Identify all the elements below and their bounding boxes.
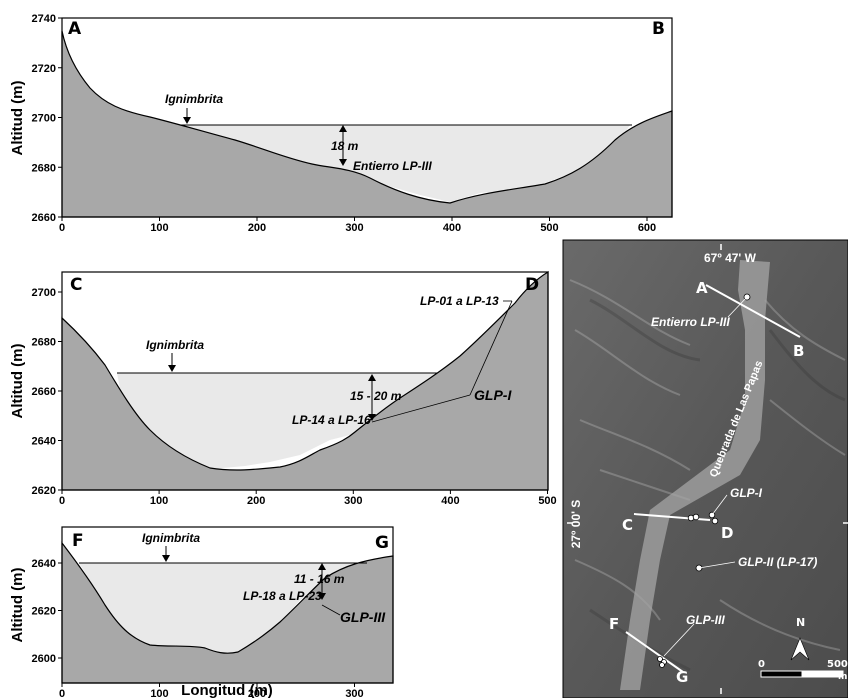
thickness-label-ab: 18 m <box>331 139 359 153</box>
label-f: F <box>72 531 84 551</box>
burial-label-ab: Entierro LP-III <box>353 159 432 173</box>
x-tick-label: 500 <box>540 222 558 234</box>
thickness-label-fg: 11 - 16 m <box>294 572 345 586</box>
y-tick-label: 2620 <box>32 606 56 618</box>
map-longitude: 67º 47' W <box>704 251 757 265</box>
y-tick-label: 2680 <box>32 162 56 174</box>
ignimbrite-label-cd: Ignimbrita <box>146 338 204 352</box>
x-tick-label: 200 <box>248 222 266 234</box>
map-site3: GLP-III <box>686 613 725 627</box>
scale-bar <box>760 670 844 678</box>
y-axis-title-fg: Altitud (m) <box>9 568 26 643</box>
profile-fg <box>61 526 394 684</box>
map-point-a: A <box>696 279 708 297</box>
y-tick-label: 2620 <box>32 485 56 497</box>
y-tick-label: 2640 <box>32 436 56 448</box>
ignimbrite-fill-fg <box>79 563 367 656</box>
y-tick-label: 2660 <box>32 212 56 224</box>
valley-river <box>620 260 770 690</box>
north-label: N <box>796 616 805 629</box>
label-a: A <box>68 19 82 39</box>
x-tick-label: 0 <box>59 495 65 507</box>
y-tick-label: 2660 <box>32 386 56 398</box>
terrain-cd <box>61 270 549 491</box>
x-tick-label: 400 <box>443 222 461 234</box>
marker-glp3-c <box>659 662 665 668</box>
x-tick-label: 0 <box>59 688 65 698</box>
ignimbrite-label-ab: Ignimbrita <box>165 92 223 106</box>
samples-label-fg: LP-18 a LP-23 <box>243 589 322 603</box>
north-arrow-icon <box>790 637 810 661</box>
samples-lower-label-cd: LP-14 a LP-16 <box>292 413 371 427</box>
map-point-b: B <box>793 342 804 360</box>
x-tick-label: 200 <box>248 688 266 698</box>
map-site1: GLP-I <box>730 486 763 500</box>
satellite-map <box>562 239 848 698</box>
x-tick-label: 500 <box>538 495 556 507</box>
terrain-texture <box>569 279 846 651</box>
x-tick-label: 600 <box>638 222 656 234</box>
marker-glp3-a <box>657 656 663 662</box>
x-tick-label: 100 <box>150 222 168 234</box>
site-label-cd: GLP-I <box>474 387 512 403</box>
x-tick-label: 400 <box>441 495 459 507</box>
ignimbrite-fill-cd <box>117 373 437 470</box>
marker-glp1-d <box>711 517 719 525</box>
x-tick-label: 300 <box>345 688 363 698</box>
thickness-label-cd: 15 - 20 m <box>350 389 402 403</box>
x-tick-label: 0 <box>59 222 65 234</box>
y-tick-label: 2640 <box>32 558 56 570</box>
site-label-fg: GLP-III <box>340 609 386 625</box>
profile-cd <box>61 270 549 491</box>
scale-unit: m <box>838 672 847 682</box>
map-point-d: D <box>721 524 733 542</box>
scale-zero: 0 <box>758 659 765 670</box>
ignimbrite-fill-ab <box>181 125 630 202</box>
map-site2: GLP-II (LP-17) <box>738 555 817 569</box>
x-axis-title-fg: Longitud (m) <box>181 682 273 698</box>
terrain-fg <box>61 541 394 684</box>
profile-ab <box>61 17 673 218</box>
label-d: D <box>525 275 539 295</box>
map-point-f: F <box>609 615 619 633</box>
map-line-fg <box>625 631 684 673</box>
y-tick-label: 2700 <box>32 113 56 125</box>
samples-upper-label-cd: LP-01 a LP-13 <box>420 294 499 308</box>
y-tick-label: 2740 <box>32 13 56 25</box>
label-b: B <box>652 19 665 39</box>
x-tick-label: 100 <box>150 688 168 698</box>
y-axis-title-cd: Altitud (m) <box>9 344 26 419</box>
map-line-ab <box>705 284 801 338</box>
map-latitude: 27º 00' S <box>569 500 583 549</box>
scale-max: 500 <box>827 659 848 670</box>
x-tick-label: 300 <box>344 495 362 507</box>
ignimbrite-label-fg: Ignimbrita <box>142 531 200 545</box>
y-tick-label: 2700 <box>32 287 56 299</box>
y-tick-label: 2680 <box>32 337 56 349</box>
map-point-g: G <box>676 668 688 686</box>
map-point-c: C <box>622 516 633 534</box>
map-burial: Entierro LP-III <box>651 315 730 329</box>
y-tick-label: 2720 <box>32 63 56 75</box>
y-axis-title-ab: Altitud (m) <box>9 81 26 156</box>
x-tick-label: 100 <box>150 495 168 507</box>
terrain-ab <box>61 30 673 218</box>
label-c: C <box>70 275 82 295</box>
x-tick-label: 300 <box>345 222 363 234</box>
x-tick-label: 200 <box>247 495 265 507</box>
marker-glp1-b <box>692 513 700 521</box>
label-g: G <box>375 533 389 553</box>
y-tick-label: 2600 <box>32 653 56 665</box>
